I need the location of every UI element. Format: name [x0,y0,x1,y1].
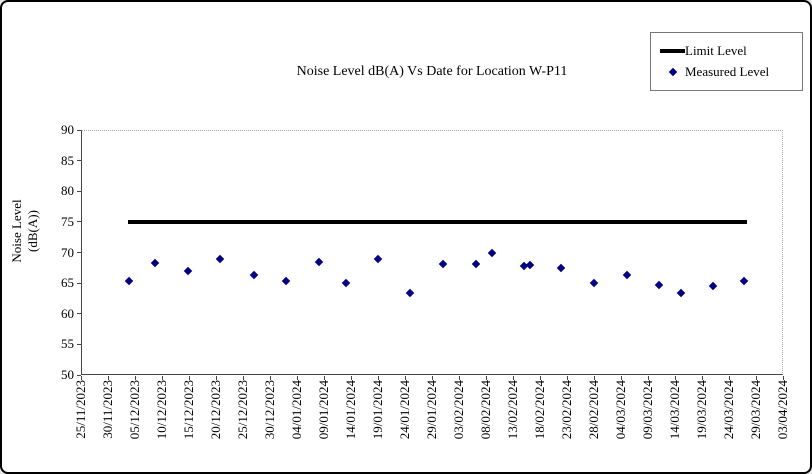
x-axis-tick [566,376,568,380]
x-tick-label-text: 30/12/2023 [262,380,277,440]
x-tick-label-text: 20/12/2023 [208,380,223,440]
x-axis-tick [647,376,649,380]
y-tick-label: 60 [61,305,74,321]
y-axis-tick [77,221,81,223]
x-axis-tick [593,376,595,380]
x-axis-tick [161,376,163,380]
x-tick-label-text: 15/12/2023 [181,380,196,440]
chart-title: Noise Level dB(A) Vs Date for Location W… [296,64,568,79]
x-tick-label-text: 19/01/2024 [370,380,385,440]
y-axis-tick [77,160,81,162]
x-axis-tick [242,376,244,380]
measured-diamond-swatch-icon [660,67,685,77]
x-axis-tick [323,376,325,380]
x-tick-label-text: 14/01/2024 [343,380,358,440]
x-axis-tick [782,376,784,380]
y-tick-label: 70 [61,244,74,260]
y-tick-label: 90 [61,122,74,137]
x-tick-label: 03/04/2024 [775,379,810,439]
y-tick-label: 55 [61,336,74,352]
y-axis-tick [77,374,81,376]
y-axis-tick [77,252,81,253]
y-axis-title-line1: Noise Level [9,199,24,263]
x-tick-label-text: 29/01/2024 [424,380,439,440]
y-tick-label: 65 [61,275,74,291]
x-tick-label-text: 14/03/2024 [667,380,682,440]
legend-label-measured-level: Measured Level [685,64,770,79]
limit-level-line [128,219,748,224]
x-axis-tick [674,376,676,380]
y-axis-tick [77,313,81,315]
x-axis-tick [350,376,352,380]
y-axis-tick [77,129,81,131]
x-axis-tick [485,376,487,380]
x-axis-tick [107,376,109,380]
legend: Limit Level Measured Level [650,32,803,91]
x-tick-label-text: 19/03/2024 [694,380,709,440]
x-tick-label-text: 09/03/2024 [640,380,655,440]
x-axis-tick [269,376,271,380]
x-tick-label-text: 29/03/2024 [748,380,763,440]
x-axis-tick [215,376,217,380]
x-axis-tick [404,376,406,380]
x-axis-tick [188,376,190,380]
y-axis-tick [77,190,81,192]
x-tick-label-text: 13/02/2024 [505,380,520,440]
x-axis-tick [620,376,622,380]
x-tick-label-text: 04/01/2024 [289,380,304,440]
x-tick-label-text: 08/02/2024 [478,380,493,440]
x-tick-label-text: 18/02/2024 [532,380,547,440]
y-tick-label: 50 [61,367,74,382]
x-tick-label-text: 25/12/2023 [235,380,250,440]
x-tick-label-text: 09/01/2024 [316,380,331,440]
x-tick-label-text: 28/02/2024 [586,380,601,440]
legend-item-measured-level: Measured Level [651,65,802,79]
y-axis-tick [77,282,81,284]
x-axis-tick [512,376,514,380]
plot-area [81,130,783,375]
x-axis-tick [134,376,136,380]
y-tick-label: 85 [61,152,74,168]
legend-item-limit-level: Limit Level [651,44,802,58]
x-tick-label-text: 04/03/2024 [613,380,628,440]
legend-label-limit-level: Limit Level [685,43,747,58]
x-tick-label-text: 23/02/2024 [559,380,574,440]
x-axis-tick [701,376,703,380]
y-tick-label: 75 [61,213,74,229]
x-axis-tick [377,376,379,380]
x-tick-label-text: 30/11/2023 [100,380,115,439]
x-tick-label-text: 24/01/2024 [397,380,412,440]
x-axis-tick [431,376,433,380]
limit-line-swatch-icon [660,49,685,53]
x-axis-tick [296,376,298,380]
x-tick-label-text: 03/02/2024 [451,380,466,440]
x-tick-label-text: 03/04/2024 [775,380,790,440]
x-axis-tick [80,376,82,380]
x-axis-tick [755,376,757,380]
y-tick-label: 80 [61,183,74,199]
x-tick-label-text: 24/03/2024 [721,380,736,440]
x-tick-label-text: 25/11/2023 [73,380,88,439]
x-axis-tick [458,376,460,380]
x-axis-tick [728,376,730,380]
x-axis-tick [539,376,541,380]
x-tick-label-text: 10/12/2023 [154,380,169,440]
y-axis-tick [77,343,81,345]
x-tick-label-text: 05/12/2023 [127,380,142,440]
